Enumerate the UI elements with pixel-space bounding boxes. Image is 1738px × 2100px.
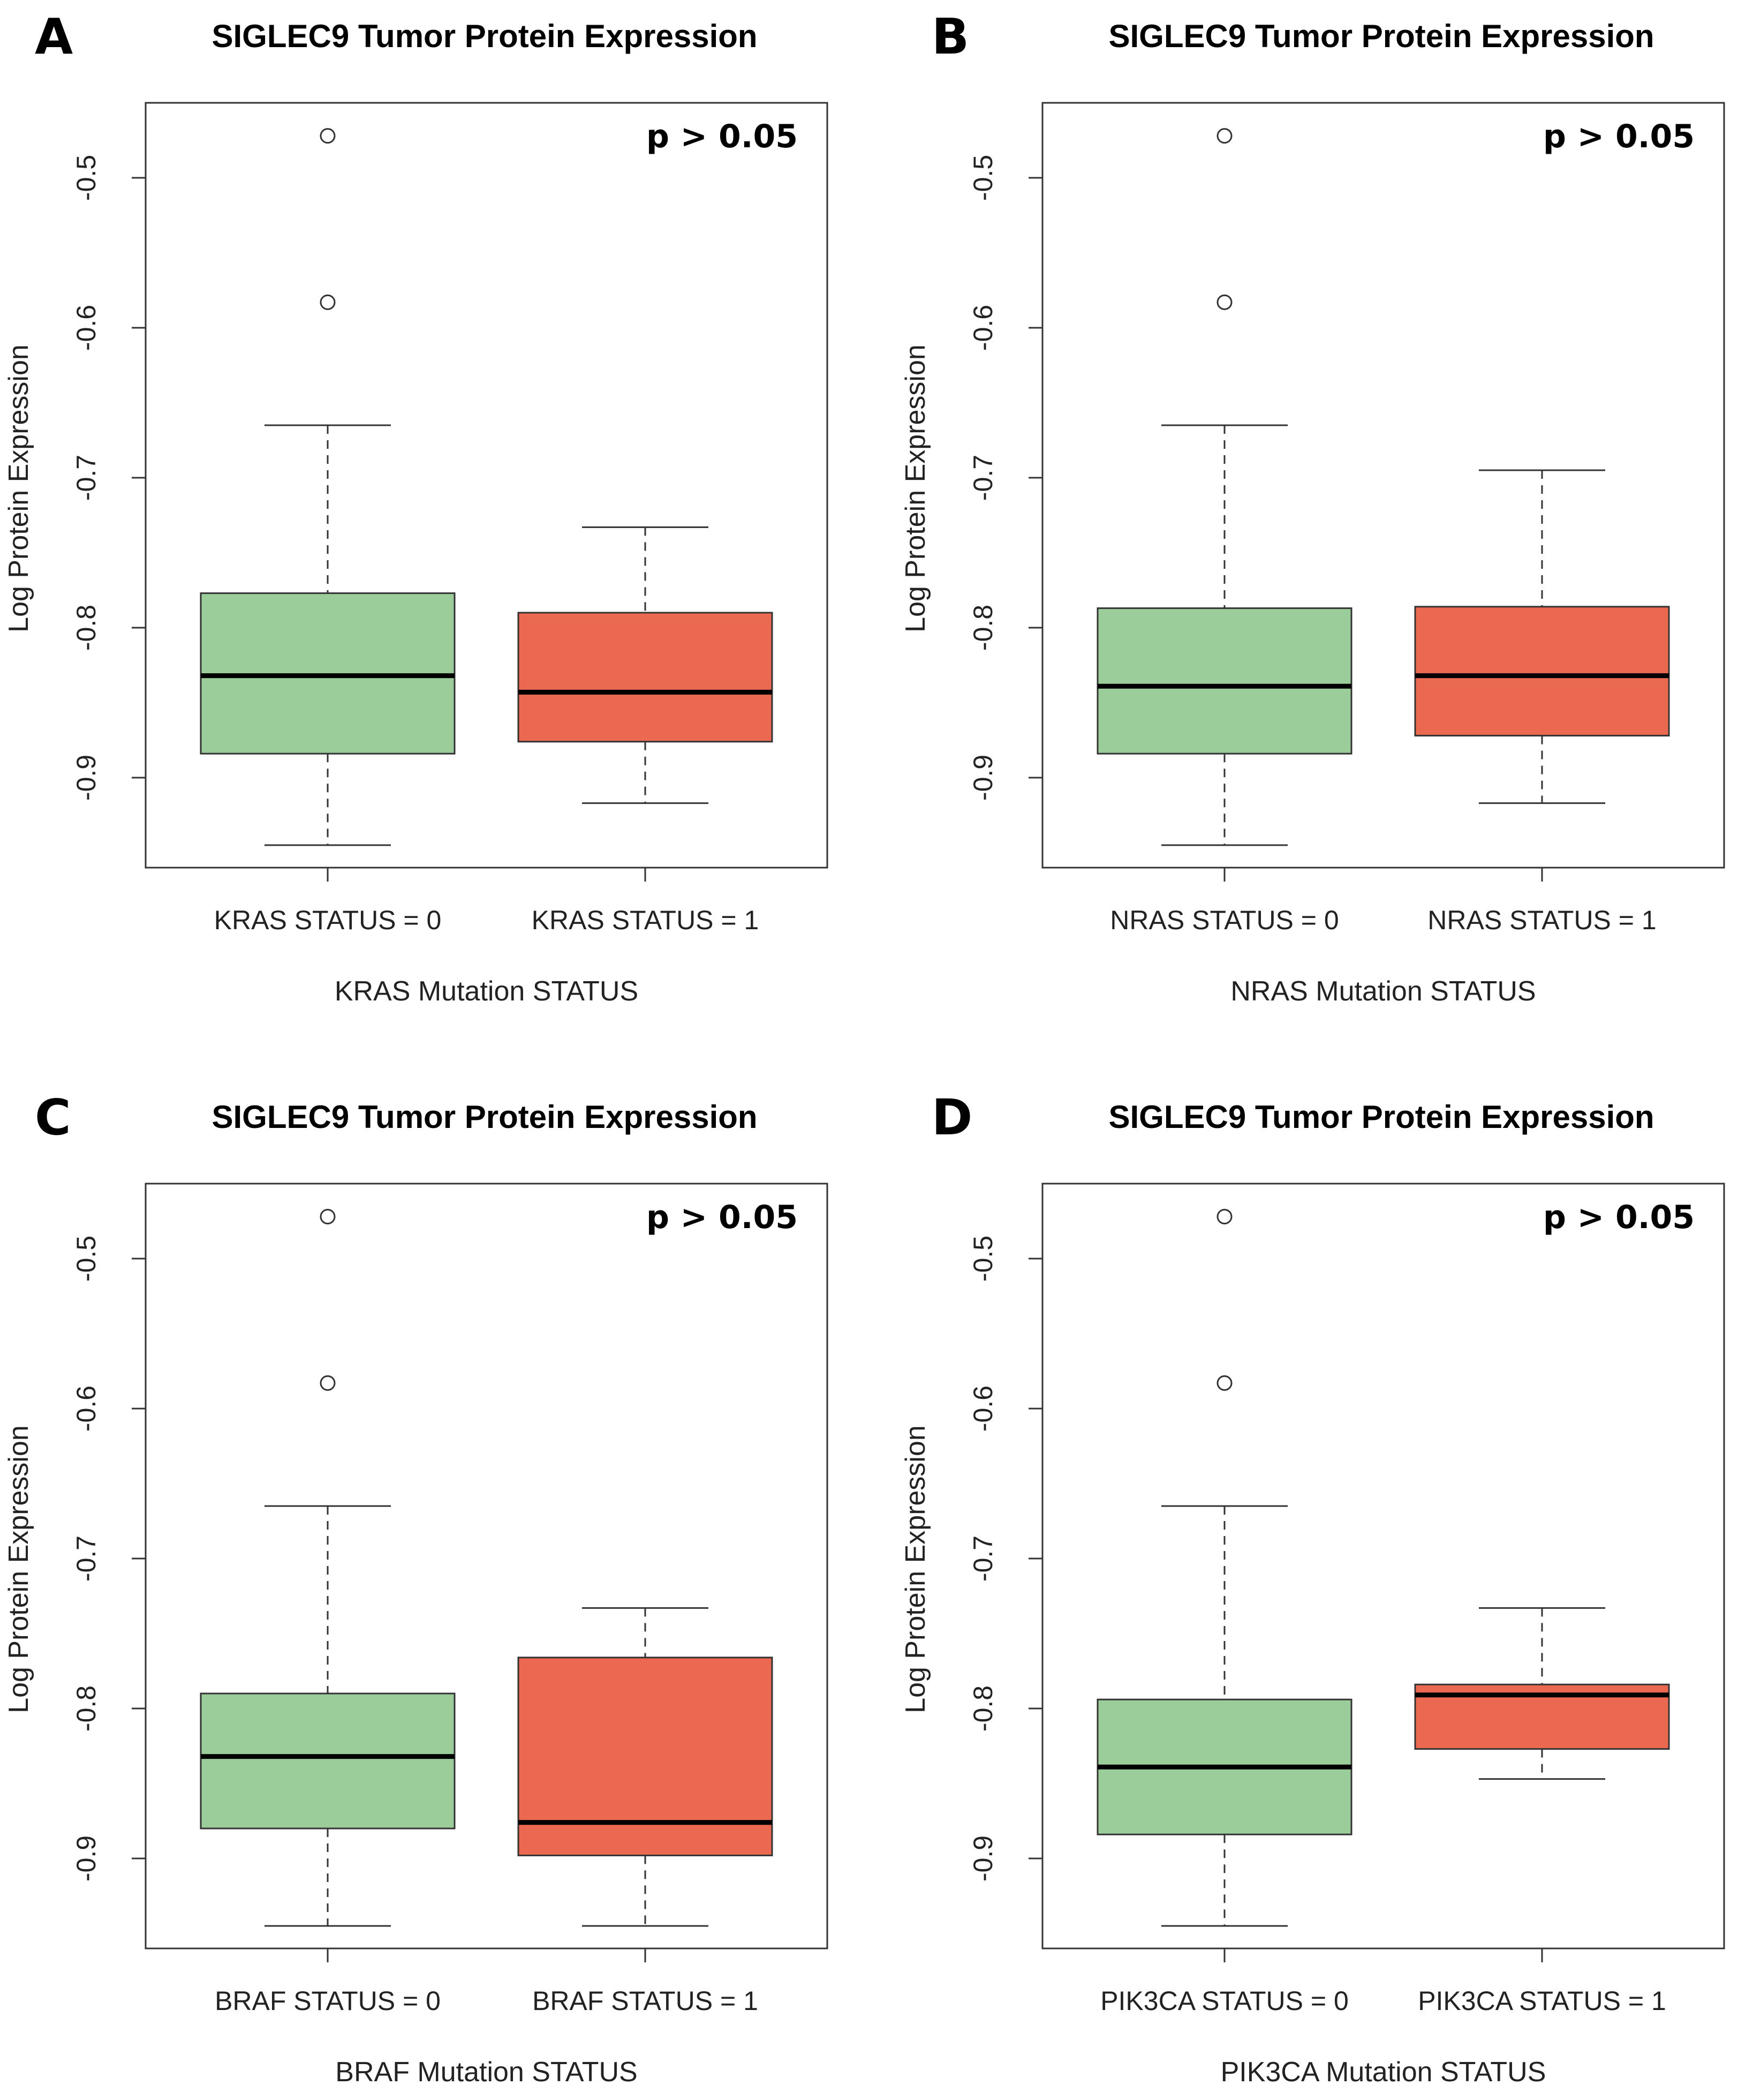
outlier-point <box>1216 1375 1233 1391</box>
p-value-annotation: p > 0.05 <box>1543 1199 1695 1236</box>
panel-a: A SIGLEC9 Tumor Protein Expression p > 0.0… <box>3 8 828 1007</box>
outlier-point <box>1216 294 1233 310</box>
y-tick-label: -0.9 <box>968 755 998 801</box>
y-tick-label: -0.6 <box>968 305 998 351</box>
box-1 <box>1414 1607 1670 1780</box>
x-category-label: BRAF STATUS = 0 <box>215 1986 441 2016</box>
chart-title: SIGLEC9 Tumor Protein Expression <box>211 1099 757 1135</box>
panel-c: C SIGLEC9 Tumor Protein Expression p > 0.0… <box>3 1089 828 2088</box>
box-0 <box>200 128 456 846</box>
y-tick-label: -0.6 <box>71 1386 101 1432</box>
box-1 <box>517 1607 773 1927</box>
x-axis-title: KRAS Mutation STATUS <box>335 976 638 1007</box>
box-0 <box>1097 1209 1352 1927</box>
box-0 <box>1097 128 1352 846</box>
outlier-point <box>320 1209 336 1225</box>
outlier-point <box>320 128 336 144</box>
x-category-label: KRAS STATUS = 1 <box>532 905 759 935</box>
panel-letter: B <box>932 8 969 65</box>
y-tick-label: -0.7 <box>71 455 101 501</box>
x-axis-title: NRAS Mutation STATUS <box>1230 976 1536 1007</box>
y-tick-label: -0.6 <box>71 305 101 351</box>
y-tick-label: -0.5 <box>71 1236 101 1282</box>
box-0 <box>200 1209 456 1927</box>
p-value-annotation: p > 0.05 <box>1543 118 1695 155</box>
x-category-label: KRAS STATUS = 0 <box>214 905 442 935</box>
y-tick-label: -0.8 <box>71 605 101 651</box>
panel-letter: C <box>35 1089 71 1146</box>
iqr-box <box>1414 606 1670 737</box>
iqr-box <box>517 612 773 743</box>
panel-letter: D <box>932 1089 972 1146</box>
y-tick-label: -0.7 <box>968 1536 998 1582</box>
p-value-annotation: p > 0.05 <box>646 1199 798 1236</box>
panel-letter: A <box>35 8 73 65</box>
y-tick-label: -0.5 <box>968 155 998 201</box>
x-category-label: NRAS STATUS = 0 <box>1110 905 1339 935</box>
box-1 <box>1414 469 1670 804</box>
y-tick-label: -0.8 <box>968 605 998 651</box>
y-tick-label: -0.9 <box>71 755 101 801</box>
box-1 <box>517 526 773 804</box>
y-axis-title: Log Protein Expression <box>3 344 34 633</box>
outlier-point <box>320 1375 336 1391</box>
y-tick-label: -0.7 <box>71 1536 101 1582</box>
chart-title: SIGLEC9 Tumor Protein Expression <box>1108 1099 1654 1135</box>
plot-frame <box>1041 1183 1725 1950</box>
y-axis-title: Log Protein Expression <box>900 1425 931 1713</box>
y-tick-label: -0.5 <box>71 155 101 201</box>
x-category-label: PIK3CA STATUS = 1 <box>1418 1986 1666 2016</box>
x-category-label: BRAF STATUS = 1 <box>532 1986 758 2016</box>
iqr-box <box>1097 607 1352 755</box>
x-category-label: NRAS STATUS = 1 <box>1427 905 1656 935</box>
panel-b: B SIGLEC9 Tumor Protein Expression p > 0.0… <box>900 8 1725 1007</box>
outlier-point <box>1216 128 1233 144</box>
y-tick-label: -0.8 <box>968 1685 998 1732</box>
iqr-box <box>200 1692 456 1830</box>
plot-frame <box>1041 102 1725 869</box>
plot-frame <box>145 102 828 869</box>
panel-d: D SIGLEC9 Tumor Protein Expression p > 0.0… <box>900 1089 1725 2088</box>
y-tick-label: -0.5 <box>968 1236 998 1282</box>
y-tick-label: -0.7 <box>968 455 998 501</box>
outlier-point <box>1216 1209 1233 1225</box>
p-value-annotation: p > 0.05 <box>646 118 798 155</box>
y-tick-label: -0.9 <box>71 1835 101 1881</box>
outlier-point <box>320 294 336 310</box>
x-category-label: PIK3CA STATUS = 0 <box>1100 1986 1349 2016</box>
chart-title: SIGLEC9 Tumor Protein Expression <box>1108 18 1654 54</box>
y-tick-label: -0.8 <box>71 1685 101 1732</box>
x-axis-title: BRAF Mutation STATUS <box>335 2057 637 2088</box>
y-axis-title: Log Protein Expression <box>900 344 931 633</box>
y-tick-label: -0.6 <box>968 1386 998 1432</box>
x-axis-title: PIK3CA Mutation STATUS <box>1221 2057 1546 2088</box>
plot-frame <box>145 1183 828 1950</box>
y-tick-label: -0.9 <box>968 1835 998 1881</box>
y-axis-title: Log Protein Expression <box>3 1425 34 1713</box>
chart-title: SIGLEC9 Tumor Protein Expression <box>211 18 757 54</box>
iqr-box <box>517 1657 773 1856</box>
